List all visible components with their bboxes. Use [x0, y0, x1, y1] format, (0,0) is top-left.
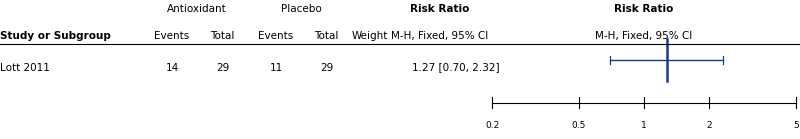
Text: Total: Total [314, 31, 338, 41]
Text: Antioxidant: Antioxidant [167, 4, 227, 14]
Text: 5: 5 [793, 121, 799, 130]
Text: Risk Ratio: Risk Ratio [410, 4, 470, 14]
Text: Weight: Weight [351, 31, 388, 41]
Text: 0.2: 0.2 [485, 121, 499, 130]
Text: Events: Events [258, 31, 294, 41]
Text: 29: 29 [216, 63, 229, 73]
Text: 29: 29 [320, 63, 333, 73]
Text: 11: 11 [270, 63, 282, 73]
Text: 2: 2 [706, 121, 712, 130]
Text: Placebo: Placebo [281, 4, 322, 14]
Text: 1.27 [0.70, 2.32]: 1.27 [0.70, 2.32] [412, 63, 500, 73]
Text: Total: Total [210, 31, 234, 41]
Text: Events: Events [154, 31, 190, 41]
Text: 1: 1 [641, 121, 647, 130]
Text: 14: 14 [166, 63, 178, 73]
Text: Study or Subgroup: Study or Subgroup [0, 31, 111, 41]
Text: M-H, Fixed, 95% CI: M-H, Fixed, 95% CI [391, 31, 489, 41]
Text: Lott 2011: Lott 2011 [0, 63, 50, 73]
Text: M-H, Fixed, 95% CI: M-H, Fixed, 95% CI [595, 31, 693, 41]
Text: Risk Ratio: Risk Ratio [614, 4, 674, 14]
Text: 0.5: 0.5 [571, 121, 586, 130]
